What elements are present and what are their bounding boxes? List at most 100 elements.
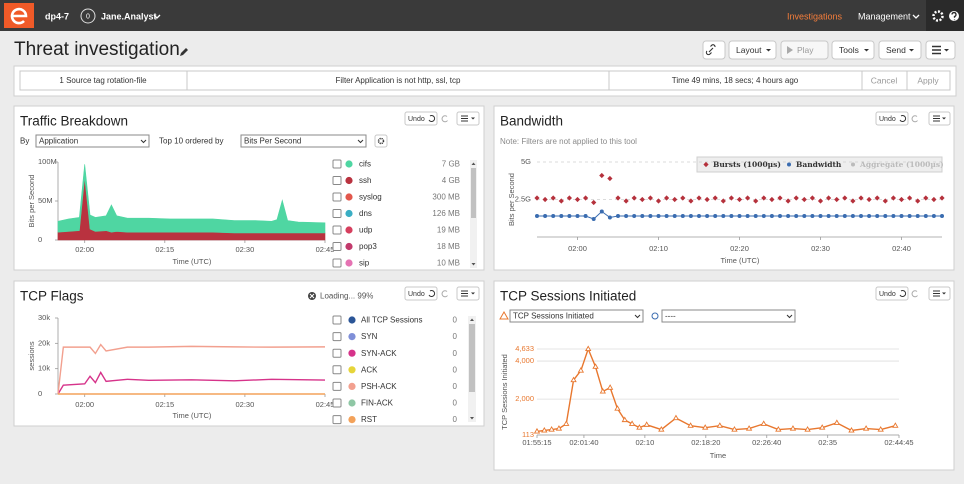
marker: [728, 195, 734, 201]
layout-button[interactable]: [728, 40, 777, 60]
undo-button[interactable]: [875, 111, 909, 126]
settings-icon[interactable]: [932, 10, 944, 22]
redo-icon[interactable]: [441, 290, 448, 298]
legend-checkbox[interactable]: [332, 258, 342, 268]
marker: [704, 196, 710, 203]
metric-select[interactable]: [509, 309, 644, 323]
marker: [915, 214, 920, 218]
marker: [907, 195, 913, 201]
x-tick-label: 02:44:45: [884, 438, 913, 447]
user-menu[interactable]: Jane.Analyst: [101, 11, 157, 21]
marker: [877, 426, 884, 432]
legend-label[interactable]: Aggregate (1000µs): [859, 160, 944, 169]
x-tick-label: 02:01:40: [569, 438, 598, 447]
settings-button[interactable]: [374, 134, 388, 148]
legend-box: [696, 156, 943, 173]
cluster-name[interactable]: dp4-7: [45, 11, 69, 21]
by-select[interactable]: [35, 134, 150, 148]
bandwidth-panel: [493, 105, 955, 271]
send-button[interactable]: [878, 40, 922, 60]
caret: [909, 49, 914, 52]
marker: [672, 214, 677, 218]
legend-swatch: [348, 366, 356, 374]
marker: [591, 217, 596, 221]
legend-checkbox[interactable]: [332, 381, 342, 391]
marker: [753, 214, 758, 218]
marker: [566, 195, 572, 201]
undo-button[interactable]: [875, 286, 909, 301]
tools-button[interactable]: [831, 40, 875, 60]
y-axis-label: TCP Sessions Initiated: [500, 354, 509, 430]
scroll-thumb[interactable]: [471, 168, 476, 218]
marker: [614, 405, 621, 411]
tcp-flags-panel: [13, 280, 485, 427]
redo-icon[interactable]: [911, 115, 918, 123]
legend-value: 10 MB: [437, 259, 460, 268]
legend-label[interactable]: Bursts (1000µs): [713, 160, 781, 169]
line: [57, 371, 326, 395]
y-tick-label: 20k: [38, 338, 50, 347]
marker: [801, 196, 807, 203]
marker: [697, 214, 701, 218]
marker: [923, 195, 929, 201]
button-label: Tools: [839, 45, 859, 55]
marker: [810, 214, 815, 218]
legend-label: sip: [359, 259, 370, 268]
marker: [658, 426, 665, 432]
marker: [875, 214, 880, 218]
legend-checkbox[interactable]: [332, 332, 342, 342]
order-select[interactable]: [240, 134, 367, 148]
legend-checkbox[interactable]: [332, 398, 342, 408]
legend-checkbox[interactable]: [332, 176, 342, 185]
marker: [534, 195, 540, 201]
marker: [842, 195, 848, 201]
legend-label: FIN-ACK: [361, 399, 394, 408]
second-select[interactable]: [661, 309, 796, 323]
caret: [357, 139, 364, 144]
marker: [775, 426, 782, 432]
y-tick-label: 0: [38, 235, 42, 244]
link-icon: [705, 44, 716, 56]
marker: [850, 214, 855, 218]
edit-icon[interactable]: [180, 48, 188, 56]
play-button[interactable]: [780, 40, 829, 60]
scroll-thumb[interactable]: [469, 324, 475, 392]
marker: [558, 198, 564, 204]
x-tick-label: 01:55:15: [522, 438, 551, 447]
marker: [769, 214, 774, 218]
caret: [786, 314, 793, 319]
legend-checkbox[interactable]: [332, 365, 342, 375]
redo-icon[interactable]: [441, 115, 448, 123]
legend-label: ACK: [361, 365, 378, 374]
nav-link[interactable]: Management: [858, 11, 911, 21]
line: [57, 343, 326, 395]
marker: [826, 195, 832, 201]
x-tick-label: 02:00: [75, 400, 94, 409]
marker: [826, 214, 831, 218]
marker: [769, 196, 775, 203]
legend-checkbox[interactable]: [332, 415, 342, 425]
legend-checkbox[interactable]: [332, 242, 342, 251]
undo-button[interactable]: [404, 111, 438, 126]
legend-label[interactable]: Bandwidth: [796, 160, 842, 169]
redo-icon[interactable]: [911, 290, 918, 298]
legend-value: 7 GB: [442, 160, 460, 169]
undo-button[interactable]: [404, 286, 438, 301]
by-label: By: [20, 137, 29, 146]
legend-checkbox[interactable]: [332, 225, 342, 235]
nav-link[interactable]: Investigations: [787, 11, 843, 21]
legend-checkbox[interactable]: [332, 209, 342, 218]
link-button[interactable]: [702, 40, 726, 60]
caret: [153, 14, 161, 19]
marker: [786, 214, 791, 218]
marker: [940, 214, 944, 218]
legend-checkbox[interactable]: [332, 348, 342, 358]
legend-checkbox[interactable]: [332, 315, 342, 325]
apply-button[interactable]: [906, 70, 951, 91]
legend-checkbox[interactable]: [332, 159, 342, 169]
legend-checkbox[interactable]: [332, 192, 342, 202]
help-glyph: [951, 11, 957, 21]
marker: [583, 195, 589, 201]
panel-title: TCP Flags: [20, 289, 84, 304]
menu-icon: [933, 290, 940, 297]
